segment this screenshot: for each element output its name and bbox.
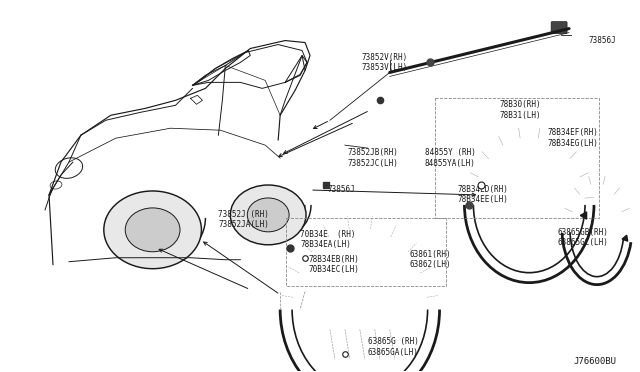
Text: 84855Y (RH)
84855YA(LH): 84855Y (RH) 84855YA(LH) (424, 148, 476, 167)
Text: 78B34EF(RH)
78B34EG(LH): 78B34EF(RH) 78B34EG(LH) (547, 128, 598, 148)
Text: 73856J: 73856J (328, 185, 356, 194)
Ellipse shape (125, 208, 180, 252)
Bar (435, 98, 599, 218)
Text: 70B34E  (RH)
78B34EA(LH): 70B34E (RH) 78B34EA(LH) (300, 230, 356, 249)
Text: 78B34ED(RH)
78B34EE(LH): 78B34ED(RH) 78B34EE(LH) (458, 185, 508, 204)
Text: 63865G (RH)
63865GA(LH): 63865G (RH) 63865GA(LH) (368, 337, 419, 357)
Ellipse shape (247, 198, 289, 232)
FancyBboxPatch shape (551, 22, 567, 33)
Text: 78B34EB(RH)
70B34EC(LH): 78B34EB(RH) 70B34EC(LH) (308, 255, 359, 274)
Text: 73852V(RH)
73853V(LH): 73852V(RH) 73853V(LH) (362, 52, 408, 72)
Text: J76600BU: J76600BU (573, 357, 616, 366)
Text: 73852JB(RH)
73852JC(LH): 73852JB(RH) 73852JC(LH) (348, 148, 399, 167)
Text: 73852J (RH)
73852JA(LH): 73852J (RH) 73852JA(LH) (218, 210, 269, 229)
Text: 63865GB(RH)
63865GC(LH): 63865GB(RH) 63865GC(LH) (557, 228, 608, 247)
Ellipse shape (104, 191, 202, 269)
Text: 63861(RH)
63862(LH): 63861(RH) 63862(LH) (410, 250, 451, 269)
Bar (286, 218, 445, 286)
Text: 78B30(RH)
78B31(LH): 78B30(RH) 78B31(LH) (499, 100, 541, 120)
Text: 73856J: 73856J (589, 36, 617, 45)
Ellipse shape (230, 185, 306, 245)
